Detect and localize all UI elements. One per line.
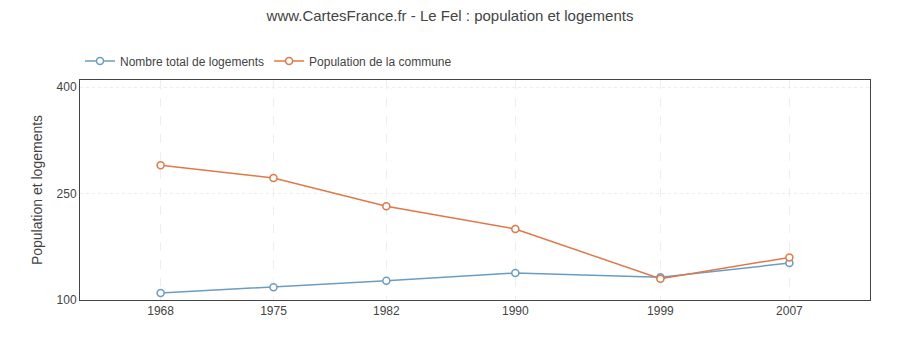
svg-text:Nombre total de logements: Nombre total de logements [120,55,264,69]
svg-text:100: 100 [57,293,77,307]
svg-text:Population et logements: Population et logements [29,115,45,265]
svg-text:Population de la commune: Population de la commune [309,55,451,69]
svg-text:1982: 1982 [373,304,400,318]
svg-text:250: 250 [57,187,77,201]
svg-text:www.CartesFrance.fr - Le Fel :: www.CartesFrance.fr - Le Fel : populatio… [266,7,634,24]
svg-text:1968: 1968 [147,304,174,318]
svg-text:1975: 1975 [260,304,287,318]
svg-text:400: 400 [57,80,77,94]
svg-text:2007: 2007 [776,304,803,318]
svg-text:1999: 1999 [647,304,674,318]
svg-text:1990: 1990 [502,304,529,318]
